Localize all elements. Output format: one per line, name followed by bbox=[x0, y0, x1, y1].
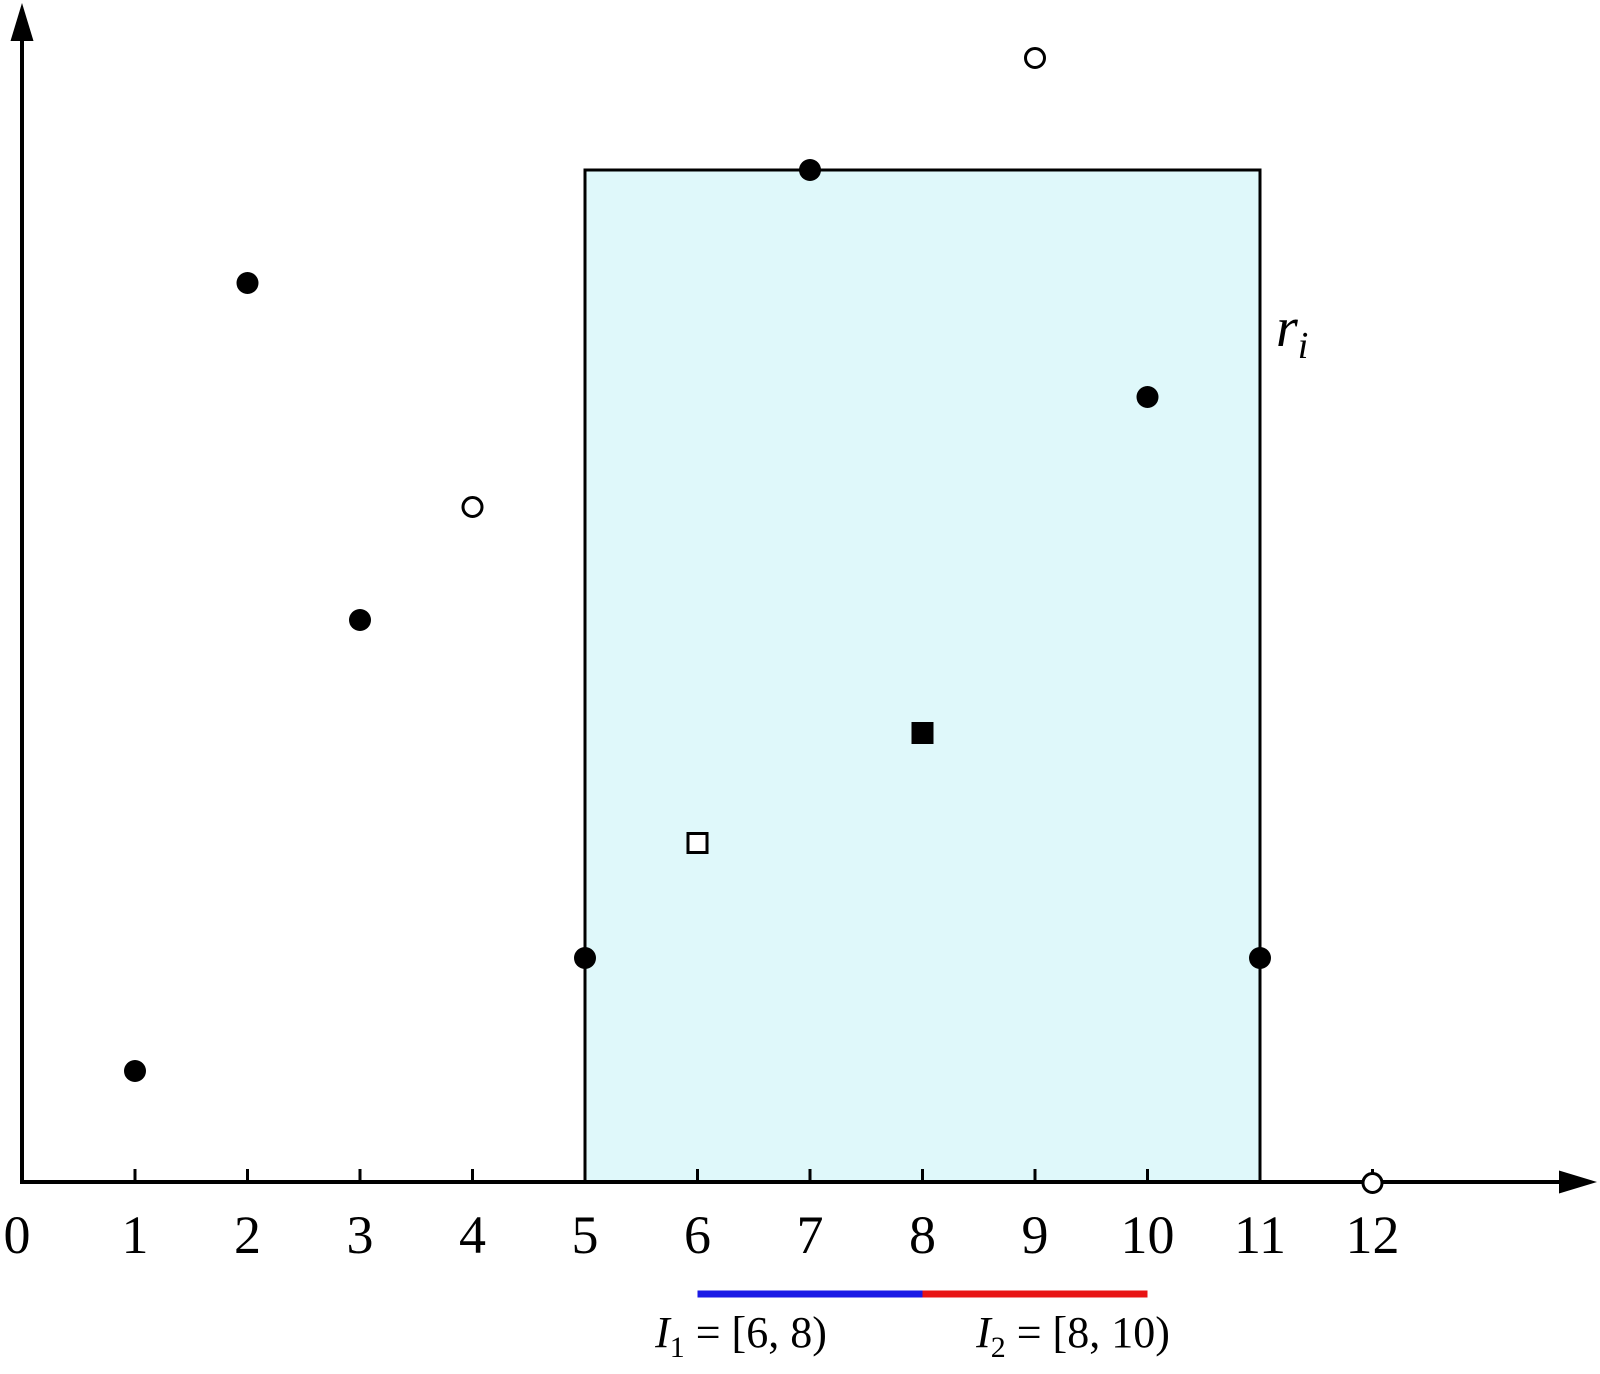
interval-2-label: I2 = [8, 10) bbox=[976, 1308, 1170, 1363]
point-filled-circle-x10 bbox=[1136, 386, 1159, 408]
point-filled-circle-x3 bbox=[349, 609, 371, 631]
interval-2-label-sub: 2 bbox=[990, 1330, 1006, 1364]
x-tick-label-9: 9 bbox=[1022, 1205, 1049, 1265]
region-label-base: r bbox=[1276, 297, 1298, 359]
region-rect bbox=[583, 168, 1262, 1184]
region-label: ri bbox=[1276, 297, 1308, 365]
x-tick-label-0: 0 bbox=[4, 1205, 31, 1265]
interval-1-label: I1 = [6, 8) bbox=[655, 1308, 827, 1363]
point-filled-circle-x7 bbox=[799, 159, 821, 181]
region-label-sub: i bbox=[1297, 325, 1309, 368]
interval-2-label-base: I bbox=[976, 1308, 991, 1357]
x-tick-label-3: 3 bbox=[347, 1205, 374, 1265]
point-filled-circle-x2 bbox=[236, 272, 259, 294]
x-tick-label-10: 10 bbox=[1121, 1205, 1175, 1265]
x-tick-label-7: 7 bbox=[797, 1205, 824, 1265]
interval-2-label-rest: = [8, 10) bbox=[1005, 1308, 1170, 1357]
x-tick-label-5: 5 bbox=[572, 1205, 599, 1265]
interval-1-label-base: I bbox=[655, 1308, 670, 1357]
point-filled-square-x8 bbox=[911, 722, 934, 744]
point-filled-circle-x1 bbox=[124, 1060, 146, 1082]
x-tick-label-1: 1 bbox=[122, 1205, 149, 1265]
x-tick-label-2: 2 bbox=[234, 1205, 261, 1265]
x-tick-label-12: 12 bbox=[1346, 1205, 1400, 1265]
x-tick-label-6: 6 bbox=[684, 1205, 711, 1265]
x-tick-label-11: 11 bbox=[1234, 1205, 1286, 1265]
point-open-square-x6 bbox=[686, 832, 709, 854]
x-tick-label-4: 4 bbox=[459, 1205, 486, 1265]
point-open-circle-x4 bbox=[461, 496, 484, 518]
x-tick-label-8: 8 bbox=[909, 1205, 936, 1265]
interval-1-label-rest: = [6, 8) bbox=[684, 1308, 827, 1357]
point-filled-circle-x11 bbox=[1249, 947, 1271, 969]
point-filled-circle-x5 bbox=[574, 947, 596, 969]
point-open-circle-x9 bbox=[1024, 47, 1046, 69]
point-open-circle-x12 bbox=[1361, 1172, 1384, 1194]
interval-1-label-sub: 1 bbox=[669, 1330, 685, 1364]
x-axis-arrowhead bbox=[1559, 1170, 1597, 1194]
y-axis-arrowhead bbox=[10, 3, 34, 41]
